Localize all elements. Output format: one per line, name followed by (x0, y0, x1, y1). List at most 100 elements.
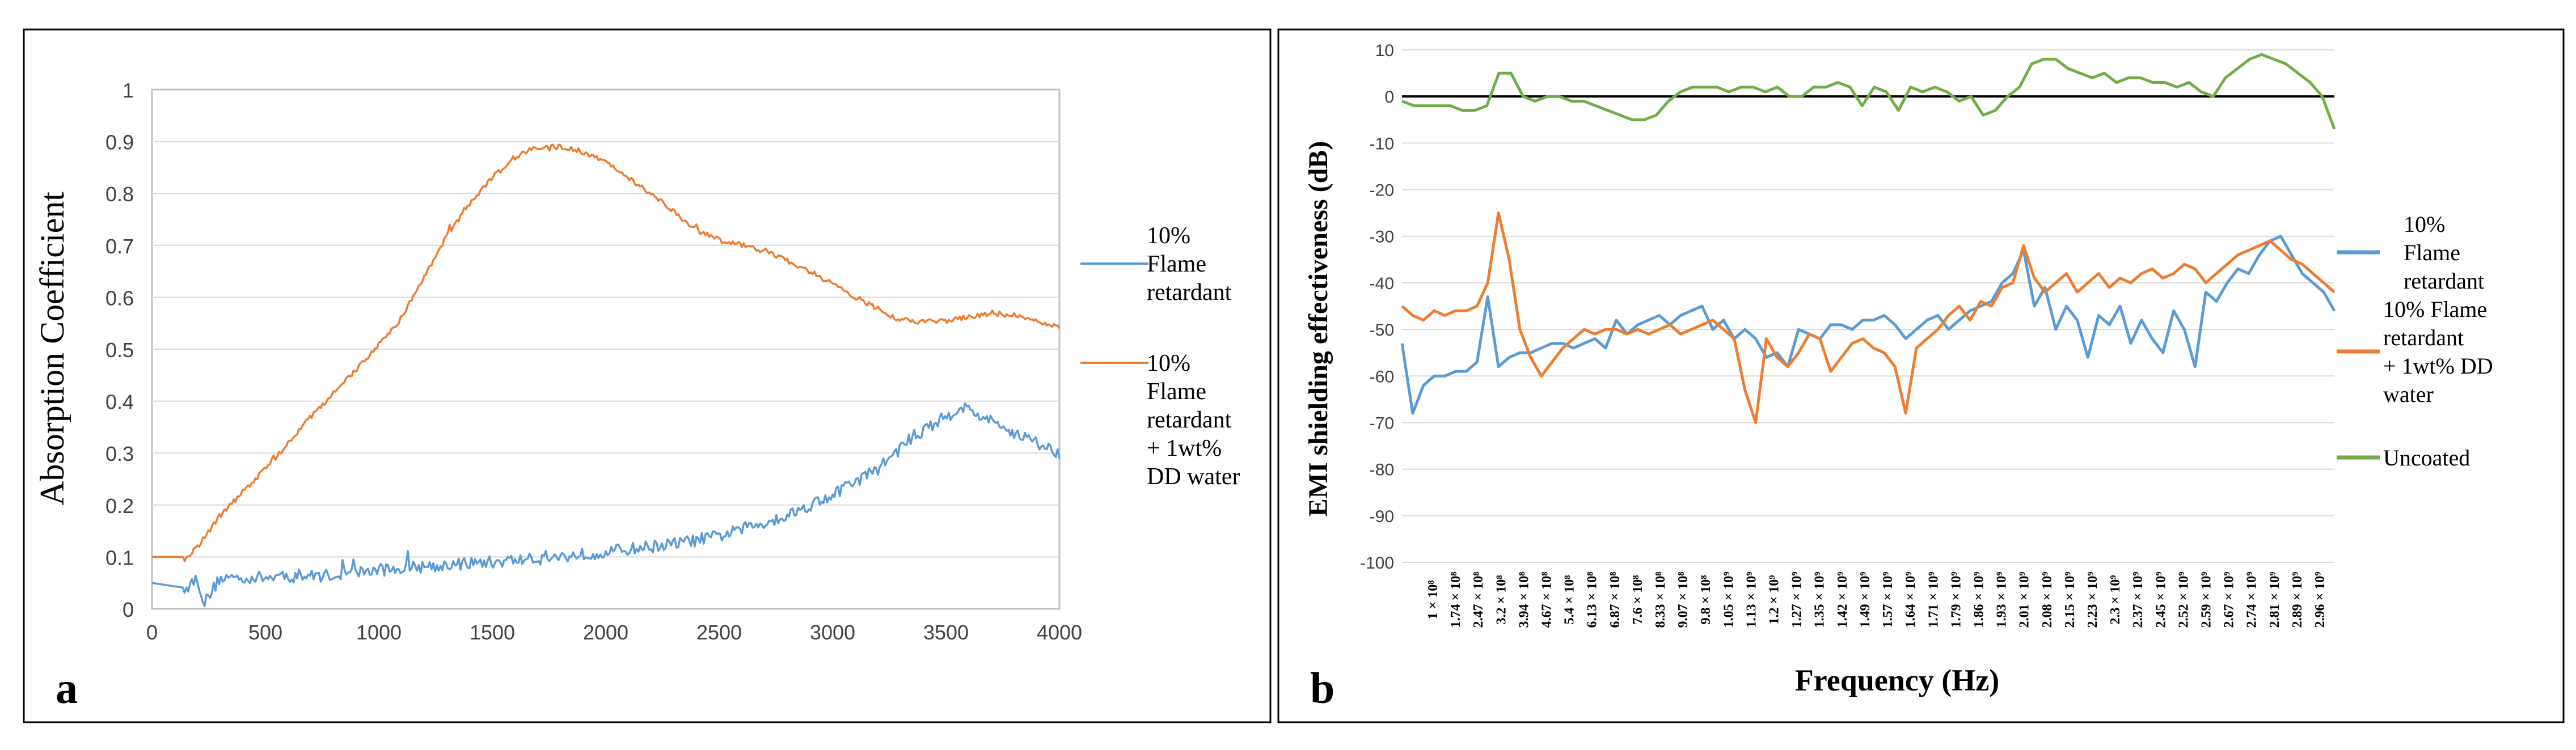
panel-b-y-tick-labels: 10 0 -10 -20 -30 -40 -50 -60 -70 -80 -90 -100 (1360, 41, 1394, 573)
x-tick-label: 500 (248, 621, 282, 644)
x-tick-label: 1.74 × 10⁸ (1449, 572, 1463, 628)
x-tick-label: 6.13 × 10⁸ (1585, 572, 1600, 628)
x-tick-label: 2.47 × 10⁸ (1471, 572, 1486, 628)
x-tick-label: 5.4 × 10⁸ (1563, 575, 1577, 625)
x-tick-label: 2.89 × 10⁹ (2290, 572, 2305, 628)
y-tick-label: 0.3 (105, 442, 134, 465)
panel-a-label: a (56, 663, 78, 713)
y-tick-label: 0.9 (105, 131, 134, 154)
legend-label: 10% (1147, 223, 1190, 249)
x-tick-label: 6.87 × 10⁸ (1608, 572, 1623, 628)
panel-a: 0 0.1 0.2 0.3 0.4 0.5 0.6 0.7 0.8 0.9 1 0 500 1000 15… (23, 28, 1272, 723)
legend-label: Uncoated (2383, 445, 2470, 471)
legend-label: + 1wt% DD (2383, 353, 2493, 379)
x-tick-label: 2.01 × 10⁹ (2017, 572, 2032, 628)
x-tick-label: 2.81 × 10⁹ (2267, 572, 2282, 628)
x-tick-label: 1.49 × 10⁹ (1858, 572, 1873, 628)
y-tick-label: 0 (1384, 88, 1394, 107)
legend-label: Flame (2404, 240, 2460, 265)
legend-label: 10% (2404, 211, 2445, 237)
panel-b-x-axis-label: Frequency (Hz) (1795, 663, 1999, 697)
series-line-1 (151, 402, 1061, 608)
x-tick-label: 4000 (1037, 621, 1082, 644)
panel-b-series (1400, 53, 2336, 424)
y-tick-label: -80 (1370, 461, 1394, 480)
x-tick-label: 3000 (810, 621, 855, 644)
panel-b-label: b (1310, 663, 1335, 713)
x-tick-label: 1.05 × 10⁹ (1721, 572, 1736, 628)
panel-b: 10 0 -10 -20 -30 -40 -50 -60 -70 -80 -90 -100 1 × 1… (1277, 28, 2565, 723)
y-tick-label: 10 (1375, 41, 1394, 60)
y-tick-label: -40 (1370, 274, 1394, 293)
x-tick-label: 2.96 × 10⁹ (2313, 572, 2328, 628)
y-tick-label: -90 (1370, 507, 1394, 526)
x-tick-label: 1.27 × 10⁹ (1790, 572, 1805, 628)
x-tick-label: 1.2 × 10⁹ (1767, 575, 1782, 625)
x-tick-label: 1.64 × 10⁹ (1903, 572, 1918, 628)
x-tick-label: 1.71 × 10⁹ (1926, 572, 1941, 628)
x-tick-label: 4.67 × 10⁸ (1540, 572, 1555, 628)
panel-a-y-axis-label: Absorption Coefficient (33, 192, 71, 506)
legend-label: retardant (2404, 268, 2484, 294)
x-tick-label: 3.94 × 10⁸ (1517, 572, 1531, 628)
x-tick-label: 2.08 × 10⁹ (2040, 572, 2055, 628)
x-tick-label: 1.13 × 10⁹ (1744, 572, 1759, 628)
y-tick-label: -10 (1370, 134, 1394, 153)
x-tick-label: 1000 (356, 621, 402, 644)
legend-label: retardant (1147, 407, 1232, 433)
x-tick-label: 1.93 × 10⁹ (1995, 572, 2009, 628)
x-tick-label: 2.59 × 10⁹ (2199, 572, 2214, 628)
y-tick-label: 0.7 (105, 235, 134, 258)
x-tick-label: 1.35 × 10⁹ (1813, 572, 1827, 628)
x-tick-label: 9.8 × 10⁸ (1699, 575, 1713, 625)
panel-a-series (151, 143, 1061, 608)
x-tick-label: 3.2 × 10⁸ (1494, 575, 1509, 625)
series-line-1 (1400, 235, 2336, 415)
series-line-2 (152, 143, 1061, 562)
legend-label: 10% (1147, 350, 1190, 376)
y-tick-label: -30 (1370, 228, 1394, 247)
x-tick-label: 0 (146, 621, 158, 644)
series-line-2 (1401, 211, 2336, 424)
x-tick-label: 1.86 × 10⁹ (1971, 572, 1986, 628)
x-tick-label: 1.42 × 10⁹ (1835, 572, 1850, 628)
x-tick-label: 2.74 × 10⁹ (2245, 572, 2260, 628)
legend-label: + 1wt% (1147, 435, 1222, 461)
x-tick-label: 1500 (470, 621, 515, 644)
legend-label: DD water (1147, 464, 1240, 490)
x-tick-label: 2.67 × 10⁹ (2222, 572, 2237, 628)
legend-label: retardant (1147, 279, 1232, 306)
legend-label: water (2383, 382, 2434, 407)
x-tick-label: 8.33 × 10⁸ (1653, 572, 1668, 628)
x-tick-label: 2.23 × 10⁹ (2085, 572, 2100, 628)
legend-label: Flame (1147, 251, 1206, 277)
panel-a-gridlines (152, 141, 1059, 558)
x-tick-label: 1.57 × 10⁹ (1881, 572, 1895, 628)
y-tick-label: -50 (1370, 321, 1394, 340)
y-tick-label: 0.8 (105, 183, 134, 206)
legend-label: 10% Flame (2383, 296, 2487, 322)
x-tick-label: 2.15 × 10⁹ (2063, 572, 2077, 628)
y-tick-label: 0.5 (105, 338, 134, 362)
x-tick-label: 2.3 × 10⁹ (2108, 575, 2123, 625)
x-tick-label: 2.37 × 10⁹ (2131, 572, 2146, 628)
y-tick-label: -70 (1370, 414, 1394, 433)
x-tick-label: 9.07 × 10⁸ (1676, 572, 1691, 628)
y-tick-label: 0 (123, 598, 134, 621)
legend-label: retardant (2383, 325, 2464, 350)
x-tick-label: 3500 (923, 621, 969, 644)
legend-label: Flame (1147, 379, 1206, 405)
x-tick-label: 1.79 × 10⁹ (1949, 572, 1963, 628)
series-line-3 (1401, 53, 2336, 130)
panel-a-x-tick-labels: 0 500 1000 1500 2000 2500 3000 3500 4000 (146, 621, 1082, 644)
x-tick-label: 2000 (583, 621, 628, 644)
x-tick-label: 2.45 × 10⁹ (2153, 572, 2168, 628)
panel-b-x-tick-labels: 1 × 10⁸ 1.74 × 10⁸ 2.47 × 10⁸ 3.2 × 10⁸ 3.94… (1426, 572, 2328, 628)
y-tick-label: 1 (123, 79, 134, 102)
panel-b-y-axis-label: EMI shielding effectiveness (dB) (1303, 141, 1333, 517)
y-tick-label: -60 (1370, 367, 1394, 386)
y-tick-label: 0.4 (105, 391, 134, 414)
y-tick-label: 0.2 (105, 494, 134, 518)
